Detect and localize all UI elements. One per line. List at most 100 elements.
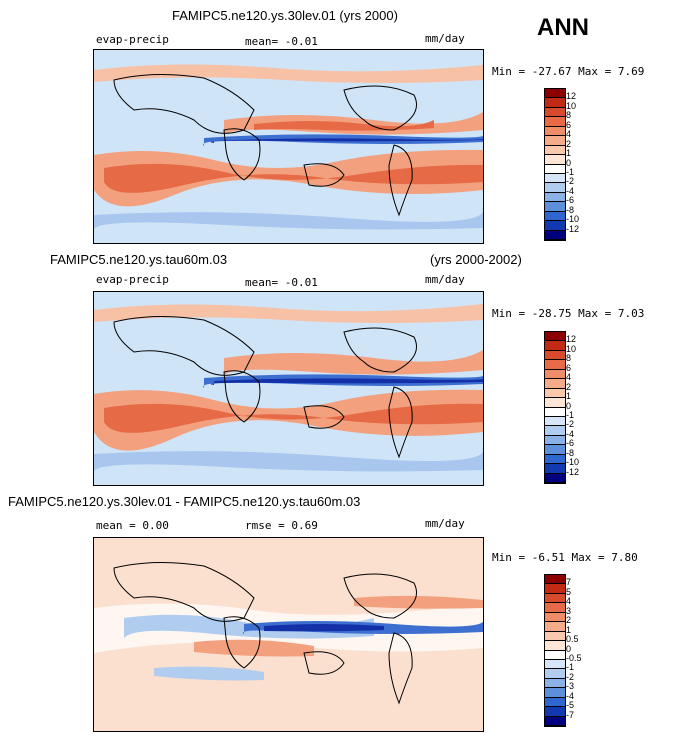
- colorbar-segment: [545, 464, 565, 474]
- colorbar-label: 10: [566, 343, 577, 354]
- colorbar-label: -4: [566, 428, 575, 439]
- colorbar-segment: [545, 716, 565, 726]
- colorbar-label: 7: [566, 577, 572, 588]
- colorbar-segment: [545, 155, 565, 165]
- colorbar-label: 1: [566, 148, 572, 159]
- panel2-map-field: [94, 292, 483, 485]
- colorbar-segment: [545, 659, 565, 670]
- colorbar-segment: [545, 369, 565, 380]
- colorbar-label: 12: [566, 334, 577, 345]
- colorbar-segment: [545, 407, 565, 417]
- colorbar-label: 4: [566, 372, 572, 383]
- colorbar-label: 1: [566, 391, 572, 402]
- colorbar-segment: [545, 107, 565, 118]
- colorbar-label: 2: [566, 381, 572, 392]
- colorbar-label: 3: [566, 605, 572, 616]
- panel3-units: mm/day: [425, 517, 465, 530]
- colorbar-segment: [545, 230, 565, 240]
- colorbar-segment: [545, 416, 565, 427]
- colorbar-label: -6: [566, 438, 575, 449]
- panel3-map: [93, 537, 484, 732]
- colorbar-segment: [545, 426, 565, 436]
- colorbar-segment: [545, 89, 565, 99]
- colorbar-label: 6: [566, 119, 572, 130]
- colorbar-segment: [545, 379, 565, 389]
- colorbar-label: -4: [566, 185, 575, 196]
- colorbar-segment: [545, 669, 565, 679]
- panel3-colorbar: 7 5 4 3 2 1 0.5 0 -0.5 -1 -2 -3 -4 -5 -7: [544, 574, 604, 727]
- panel1-map-field: [94, 50, 483, 243]
- colorbar-label: -2: [566, 671, 575, 682]
- colorbar-label: -1: [566, 166, 575, 177]
- colorbar-segment: [545, 183, 565, 193]
- colorbar-segment: [545, 697, 565, 708]
- colorbar-label: -7: [566, 709, 575, 720]
- panel1-map: [93, 49, 484, 244]
- colorbar-label: -12: [566, 466, 580, 477]
- colorbar-segment: [545, 435, 565, 446]
- panel2-case-years: (yrs 2000-2002): [430, 252, 522, 267]
- colorbar-segment: [545, 612, 565, 623]
- colorbar-segment: [545, 192, 565, 203]
- colorbar-segment: [545, 136, 565, 146]
- colorbar-label: 2: [566, 615, 572, 626]
- colorbar-segment: [545, 173, 565, 184]
- colorbar-segment: [545, 650, 565, 660]
- panel1-variable: evap-precip: [96, 33, 169, 46]
- colorbar-label: 0: [566, 400, 572, 411]
- panel3-mean: mean = 0.00: [96, 519, 169, 532]
- colorbar-segment: [545, 98, 565, 108]
- panel2-map: [93, 291, 484, 486]
- panel1-minmax: Min = -27.67 Max = 7.69: [492, 65, 645, 78]
- colorbar-label: -0.5: [566, 652, 582, 663]
- colorbar-segment: [545, 593, 565, 604]
- panel3-rmse: rmse = 0.69: [245, 519, 318, 532]
- colorbar-segment: [545, 117, 565, 127]
- colorbar-segment: [545, 164, 565, 174]
- colorbar-segment: [545, 622, 565, 632]
- colorbar-segment: [545, 332, 565, 342]
- colorbar-label: 8: [566, 110, 572, 121]
- colorbar-segment: [545, 631, 565, 642]
- colorbar-segment: [545, 341, 565, 351]
- panel3-map-field: [94, 538, 483, 731]
- colorbar-label: 8: [566, 353, 572, 364]
- panel1-colorbar: 12 10 8 6 4 2 1 0 -1 -2 -4 -6 -8 -10 -12: [544, 88, 604, 241]
- colorbar-segment: [545, 350, 565, 361]
- panel2-units: mm/day: [425, 273, 465, 286]
- colorbar-label: 2: [566, 138, 572, 149]
- colorbar-label: -10: [566, 214, 580, 225]
- colorbar-label: -8: [566, 204, 575, 215]
- colorbar-segment: [545, 688, 565, 698]
- colorbar-label: 5: [566, 586, 572, 597]
- colorbar-label: 1: [566, 624, 572, 635]
- panel2-colorbar: 12 10 8 6 4 2 1 0 -1 -2 -4 -6 -8 -10 -12: [544, 331, 604, 484]
- colorbar-label: -6: [566, 195, 575, 206]
- colorbar-segment: [545, 641, 565, 651]
- colorbar-segment: [545, 584, 565, 594]
- colorbar-segment: [545, 360, 565, 370]
- colorbar-segment: [545, 445, 565, 455]
- colorbar-label: 10: [566, 100, 577, 111]
- panel3-minmax: Min = -6.51 Max = 7.80: [492, 551, 638, 564]
- colorbar-label: -5: [566, 700, 575, 711]
- colorbar-label: -12: [566, 223, 580, 234]
- colorbar-label: -1: [566, 662, 575, 673]
- colorbar-label: 0: [566, 643, 572, 654]
- colorbar-segment: [545, 211, 565, 222]
- panel2-variable: evap-precip: [96, 273, 169, 286]
- colorbar-segment: [545, 126, 565, 137]
- colorbar-label: -2: [566, 176, 575, 187]
- colorbar-segment: [545, 678, 565, 689]
- colorbar-segment: [545, 575, 565, 585]
- colorbar-label: 12: [566, 91, 577, 102]
- colorbar-label: -3: [566, 681, 575, 692]
- colorbar-segment: [545, 473, 565, 483]
- colorbar-segment: [545, 454, 565, 465]
- colorbar-segment: [545, 603, 565, 613]
- colorbar-label: -4: [566, 690, 575, 701]
- colorbar-label: 4: [566, 129, 572, 140]
- panel1-units: mm/day: [425, 32, 465, 45]
- colorbar-segment: [545, 388, 565, 399]
- colorbar-segment: [545, 221, 565, 231]
